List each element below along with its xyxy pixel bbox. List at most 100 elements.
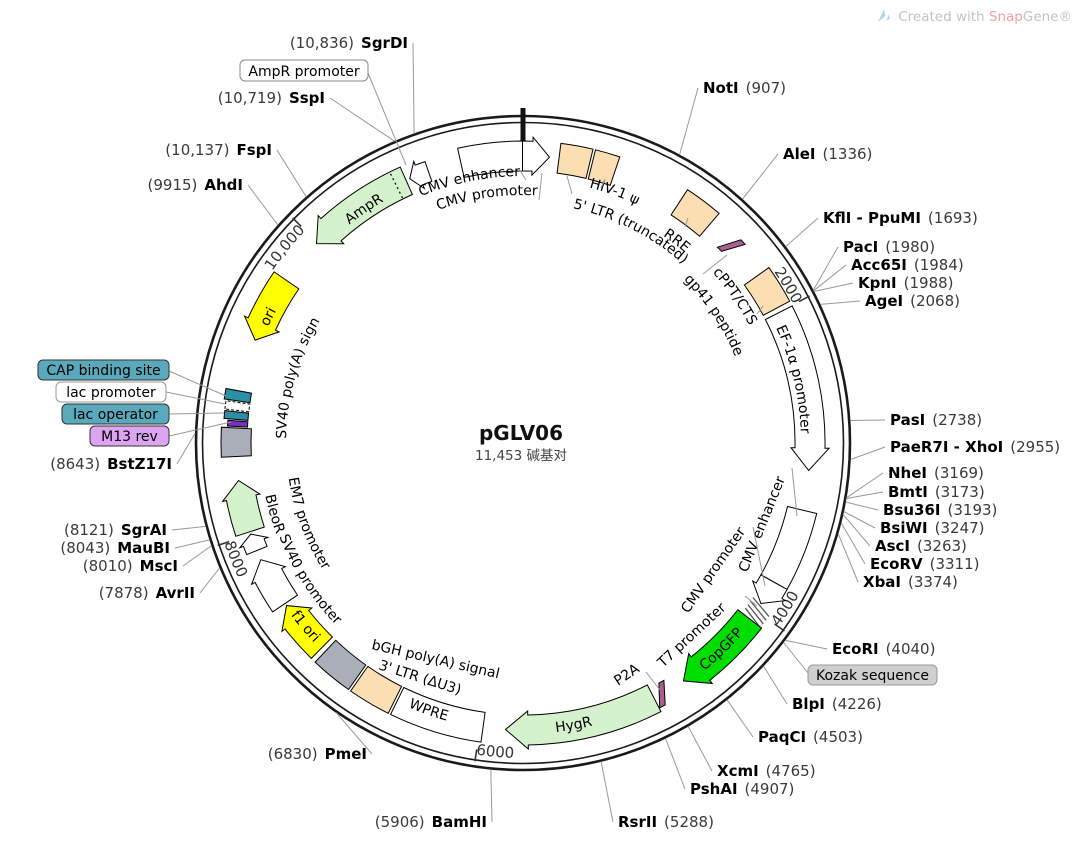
feature-copgfp <box>682 608 763 685</box>
tick-mark <box>474 749 478 762</box>
feature-m13-rev <box>226 419 249 428</box>
leader-line <box>538 172 543 201</box>
leader-line <box>842 514 871 547</box>
annotation-badge-label: lac operator <box>73 407 158 423</box>
restriction-site-label: Acc65I (1984) <box>851 256 964 274</box>
feature-hygr <box>504 684 662 751</box>
leader-line <box>850 446 886 460</box>
restriction-site-label: (6830) PmeI <box>268 745 367 763</box>
tick-mark <box>774 623 785 632</box>
feature-label: ori <box>257 305 280 329</box>
feature-lac-operator <box>223 410 250 421</box>
leader-line <box>168 421 232 437</box>
restriction-site-label: XbaI (3374) <box>863 573 958 591</box>
leader-line <box>812 246 839 291</box>
restriction-site-label: AleI (1336) <box>783 145 872 163</box>
tick-mark <box>292 217 302 227</box>
feature-label: HygR <box>554 714 594 736</box>
leader-line <box>329 97 395 142</box>
restriction-site-label: PacI (1980) <box>843 238 935 256</box>
feature-ori <box>243 271 300 341</box>
leader-line <box>791 467 798 517</box>
snapgene-logo-icon <box>878 9 891 22</box>
leader-line <box>850 419 886 421</box>
annotation-badge <box>61 403 170 425</box>
tick-label: 6000 <box>475 741 514 762</box>
leader-line <box>171 525 206 531</box>
restriction-site-label: XcmI (4765) <box>717 762 816 780</box>
annotation-badge-label: lac promoter <box>66 385 156 401</box>
leader-line <box>744 595 758 607</box>
leader-line <box>182 545 212 567</box>
leader-line <box>490 769 493 823</box>
annotation-badge <box>55 381 167 403</box>
annotation-badge <box>89 425 170 447</box>
t7-promoter-hatch <box>752 597 770 617</box>
restriction-site-label: (10,719) SspI <box>218 89 325 107</box>
leader-line <box>813 264 847 292</box>
leader-line <box>566 175 573 195</box>
restriction-site-label: (10,836) SgrDI <box>290 34 408 52</box>
leader-line <box>783 642 809 674</box>
leader-line <box>843 511 876 529</box>
leader-line <box>784 639 828 650</box>
feature-f1-ori <box>281 605 334 660</box>
feature-3-ltr-du3 <box>349 665 403 714</box>
feature-cppt-cts <box>743 266 791 316</box>
restriction-site-label: PshAI (4907) <box>690 780 794 798</box>
leader-line <box>174 539 210 549</box>
leader-line <box>679 87 699 155</box>
watermark-text: Created with SnapGene® <box>898 8 1072 25</box>
annotation-badge <box>37 359 170 381</box>
leader-line <box>165 391 226 405</box>
feature-ef-1a-promoter <box>764 305 831 472</box>
leader-line <box>845 501 879 511</box>
snapgene-watermark: Created with SnapGene® <box>876 8 1072 25</box>
feature-lac-promoter <box>224 400 251 413</box>
leader-line <box>665 738 686 790</box>
plasmid-size: 11,453 碱基对 <box>475 447 567 464</box>
feature-ampr-promoter-arrow <box>409 159 433 190</box>
restriction-site-label: PasI (2738) <box>890 411 982 429</box>
feature-p2a <box>658 679 666 709</box>
feature-wpre <box>389 686 486 743</box>
leader-line <box>600 761 614 823</box>
leader-line <box>600 178 606 189</box>
restriction-site-label: (8643) BstZ17I <box>50 455 172 473</box>
restriction-site-label: (7878) AvrII <box>99 584 195 602</box>
leader-line <box>168 412 225 415</box>
leader-line <box>168 370 227 397</box>
restriction-site-label: AgeI (2068) <box>865 292 960 310</box>
leader-line <box>684 217 689 228</box>
t7-promoter-hatch <box>747 604 764 625</box>
watermark-brand-snap: Snap <box>988 8 1023 25</box>
annotation-badge <box>807 664 938 686</box>
feature-em7-promoter <box>238 533 270 556</box>
leader-line <box>176 433 196 465</box>
annotation-badge-label: Kozak sequence <box>816 668 929 684</box>
restriction-site-label: (8043) MauBI <box>60 539 170 557</box>
leader-line <box>820 300 861 305</box>
restriction-site-label: PaqCI (4503) <box>758 728 863 746</box>
feature-label: BleoR <box>261 493 287 536</box>
feature-5-ltr-truncated <box>556 142 594 180</box>
feature-hiv-1-psi <box>587 149 621 187</box>
restriction-site-label: (8121) SgrAI <box>64 521 167 539</box>
restriction-site-label: (10,137) FspI <box>165 141 272 159</box>
restriction-site-label: NotI (907) <box>703 79 786 97</box>
t7-promoter-hatch <box>749 600 767 621</box>
restriction-site-label: BmtI (3173) <box>888 483 985 501</box>
annotation-badge-label: CAP binding site <box>46 363 160 379</box>
leader-line <box>702 254 728 275</box>
leader-line <box>726 699 754 738</box>
leader-line <box>756 305 764 315</box>
feature-gp41-peptide <box>716 239 747 252</box>
annotation-badge-label: AmpR promoter <box>248 64 359 80</box>
restriction-site-label: EcoRI (4040) <box>832 640 935 658</box>
tick-mark <box>798 295 810 303</box>
restriction-site-label: (8010) MscI <box>83 557 178 575</box>
leader-line <box>785 217 819 247</box>
leader-line <box>840 522 866 565</box>
leader-line <box>518 168 527 181</box>
